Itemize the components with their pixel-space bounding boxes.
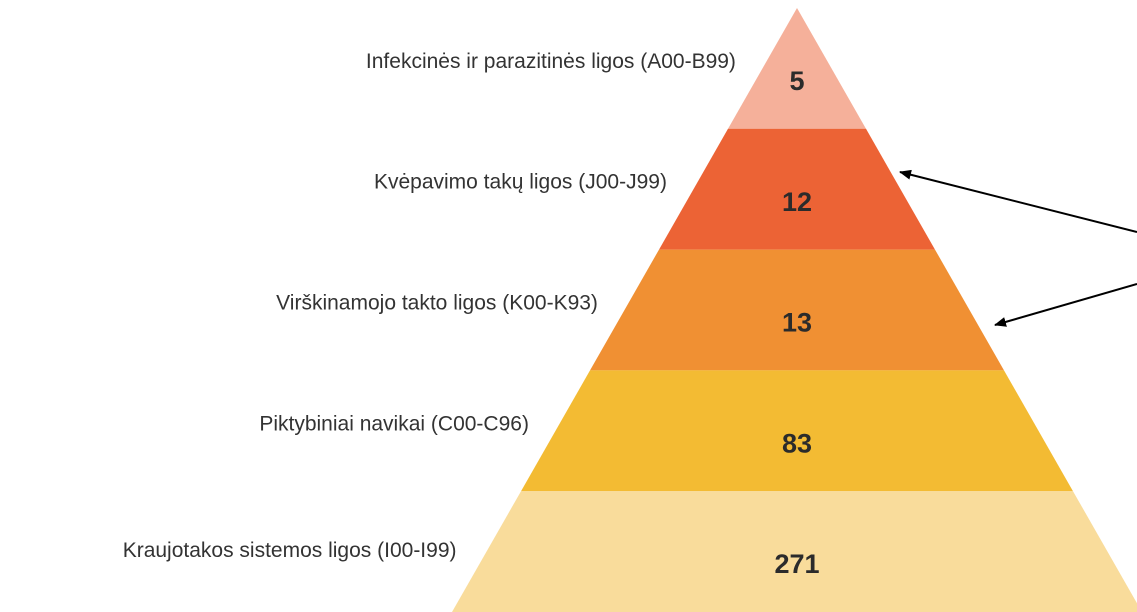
pyramid (452, 8, 1137, 612)
value-label: 12 (782, 187, 812, 217)
category-label: Infekcinės ir parazitinės ligos (A00-B99… (366, 50, 736, 73)
category-label: Piktybiniai navikai (C00-C96) (259, 412, 529, 435)
value-label: 83 (782, 428, 812, 458)
category-label: Virškinamojo takto ligos (K00-K93) (276, 292, 598, 315)
value-label: 13 (782, 308, 812, 338)
category-label: Kraujotakos sistemos ligos (I00-I99) (123, 539, 457, 562)
category-label: Kvėpavimo takų ligos (J00-J99) (374, 171, 667, 194)
arrow (899, 169, 1137, 233)
value-label: 5 (789, 66, 804, 96)
pyramid-segment (452, 491, 1137, 612)
pyramid-segment (521, 370, 1073, 492)
pyramid-segment (590, 249, 1004, 371)
arrow (994, 283, 1137, 327)
pyramid-segment (659, 128, 935, 250)
value-label: 271 (774, 549, 819, 579)
pyramid-segment (728, 8, 866, 129)
